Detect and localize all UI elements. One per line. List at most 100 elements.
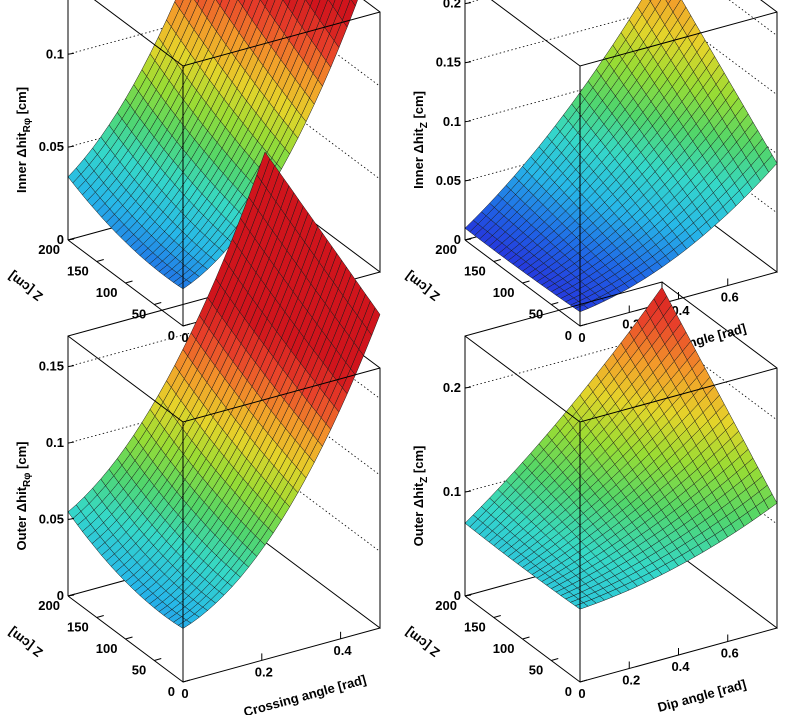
z-tick-label: 0.05 bbox=[39, 139, 64, 154]
y-tick bbox=[579, 679, 588, 683]
top-front-edges bbox=[490, 0, 778, 67]
z-tick bbox=[67, 518, 75, 521]
y-tick-label: 50 bbox=[529, 307, 543, 322]
x-axis-title: Dip angle [rad] bbox=[656, 676, 748, 714]
surface-cell bbox=[366, 307, 381, 336]
x-tick-label: 0.4 bbox=[334, 643, 353, 658]
z-axis-title: Outer ΔhitRφ [cm] bbox=[14, 442, 33, 551]
z-axis-title-part: hit bbox=[14, 132, 29, 149]
y-tick-label: 0 bbox=[168, 684, 175, 699]
z-axis-title-part: [cm] bbox=[14, 442, 29, 473]
y-axis-title: Z [cm] bbox=[402, 269, 442, 304]
surface-cell bbox=[342, 0, 356, 28]
z-axis-title-part: [cm] bbox=[14, 87, 29, 118]
y-tick-label: 200 bbox=[435, 242, 457, 257]
y-tick-label: 0 bbox=[168, 328, 175, 343]
x-tick-label: 0 bbox=[181, 330, 188, 345]
y-tick bbox=[125, 280, 133, 284]
z-axis-title-part: Δ bbox=[411, 499, 426, 508]
surface bbox=[67, 0, 358, 290]
y-tick-label: 150 bbox=[67, 264, 89, 279]
panel-outer-hit-z: 0 0.1 0.2 0 0.2 0.4 0.6 0 50 100 150 200 Dip angle [… bbox=[402, 281, 778, 715]
z-axis-title-part: [cm] bbox=[411, 446, 426, 477]
top-front-edges bbox=[93, 0, 381, 67]
surface-cell bbox=[197, 0, 207, 12]
z-tick bbox=[464, 386, 472, 389]
z-tick bbox=[67, 441, 75, 444]
y-tick bbox=[551, 658, 559, 661]
panel-inner-hit-z: 00.050.10.150.200.20.40.6050100150200Dip… bbox=[402, 0, 778, 359]
surface-cell bbox=[242, 0, 253, 14]
x-tick-label: 0 bbox=[181, 686, 188, 701]
z-axis-title-part: Outer bbox=[14, 512, 29, 550]
y-tick-label: 50 bbox=[132, 307, 146, 322]
y-tick bbox=[67, 593, 76, 597]
y-tick bbox=[182, 323, 191, 327]
surface-cell bbox=[219, 0, 231, 13]
z-gridline bbox=[464, 0, 778, 36]
z-axis-title-part: Z bbox=[419, 122, 430, 128]
z-axis-title-part: Inner bbox=[14, 158, 29, 193]
z-tick bbox=[464, 490, 472, 493]
z-tick bbox=[464, 120, 472, 123]
y-tick bbox=[96, 259, 104, 262]
y-tick bbox=[67, 237, 76, 241]
y-tick bbox=[154, 658, 162, 661]
surface bbox=[464, 286, 778, 610]
y-tick bbox=[493, 259, 501, 262]
surface-cell bbox=[351, 0, 358, 7]
x-tick-label: 0.2 bbox=[622, 673, 640, 688]
surface-cell bbox=[174, 0, 184, 10]
z-tick-label: 0.1 bbox=[46, 46, 64, 61]
z-axis-title-part: Inner bbox=[411, 154, 426, 189]
y-tick-label: 0 bbox=[565, 328, 572, 343]
y-tick bbox=[551, 302, 559, 305]
surface-cell bbox=[282, 0, 291, 8]
x-tick-label: 0.6 bbox=[721, 290, 739, 305]
y-tick bbox=[522, 636, 530, 640]
z-tick-label: 0.1 bbox=[46, 435, 64, 450]
y-tick bbox=[182, 679, 191, 683]
y-tick-label: 100 bbox=[493, 641, 515, 656]
z-tick-label: 0.05 bbox=[436, 173, 461, 188]
y-tick-label: 200 bbox=[38, 598, 60, 613]
z-tick-label: 0.15 bbox=[436, 55, 461, 70]
surface-cell bbox=[264, 0, 276, 14]
y-tick-label: 200 bbox=[435, 598, 457, 613]
z-tick bbox=[464, 2, 472, 5]
y-tick-label: 150 bbox=[464, 620, 486, 635]
y-tick bbox=[464, 237, 473, 241]
surface-cell bbox=[328, 0, 336, 7]
top-front-edges bbox=[464, 335, 778, 423]
surface-cell bbox=[763, 154, 778, 173]
floor-edges bbox=[464, 595, 778, 683]
back-wall-x bbox=[264, 0, 381, 273]
y-tick-label: 200 bbox=[38, 242, 60, 257]
z-axis-title: Inner ΔhitZ [cm] bbox=[411, 91, 430, 189]
z-tick-label: 0.2 bbox=[443, 380, 461, 395]
y-tick bbox=[154, 302, 162, 305]
surface-cell bbox=[237, 0, 246, 7]
surface-cell bbox=[332, 0, 343, 14]
z-tick-label: 0.1 bbox=[443, 484, 461, 499]
y-tick-label: 100 bbox=[493, 285, 515, 300]
z-tick-label: 0.15 bbox=[39, 359, 64, 374]
y-tick bbox=[579, 323, 588, 327]
z-tick bbox=[67, 52, 75, 55]
surface-cell bbox=[287, 0, 298, 14]
x-tick-label: 0.4 bbox=[671, 659, 690, 674]
z-tick bbox=[67, 145, 75, 148]
y-tick-label: 50 bbox=[132, 663, 146, 678]
x-tick-label: 0 bbox=[578, 686, 585, 701]
y-axis-title: Z [cm] bbox=[5, 625, 45, 660]
z-axis-title-part: [cm] bbox=[411, 91, 426, 122]
z-tick-label: 0.1 bbox=[443, 114, 461, 129]
y-axis-title: Z [cm] bbox=[5, 269, 45, 304]
x-tick-label: 0.6 bbox=[721, 646, 739, 661]
panel-outer-hit-rphi: 00.050.10.1500.20.4050100150200Crossing … bbox=[5, 151, 381, 720]
y-axis-title: Z [cm] bbox=[402, 625, 442, 660]
surface-cell bbox=[260, 0, 268, 8]
z-tick-label: 0 bbox=[454, 588, 461, 603]
y-tick bbox=[493, 615, 501, 618]
